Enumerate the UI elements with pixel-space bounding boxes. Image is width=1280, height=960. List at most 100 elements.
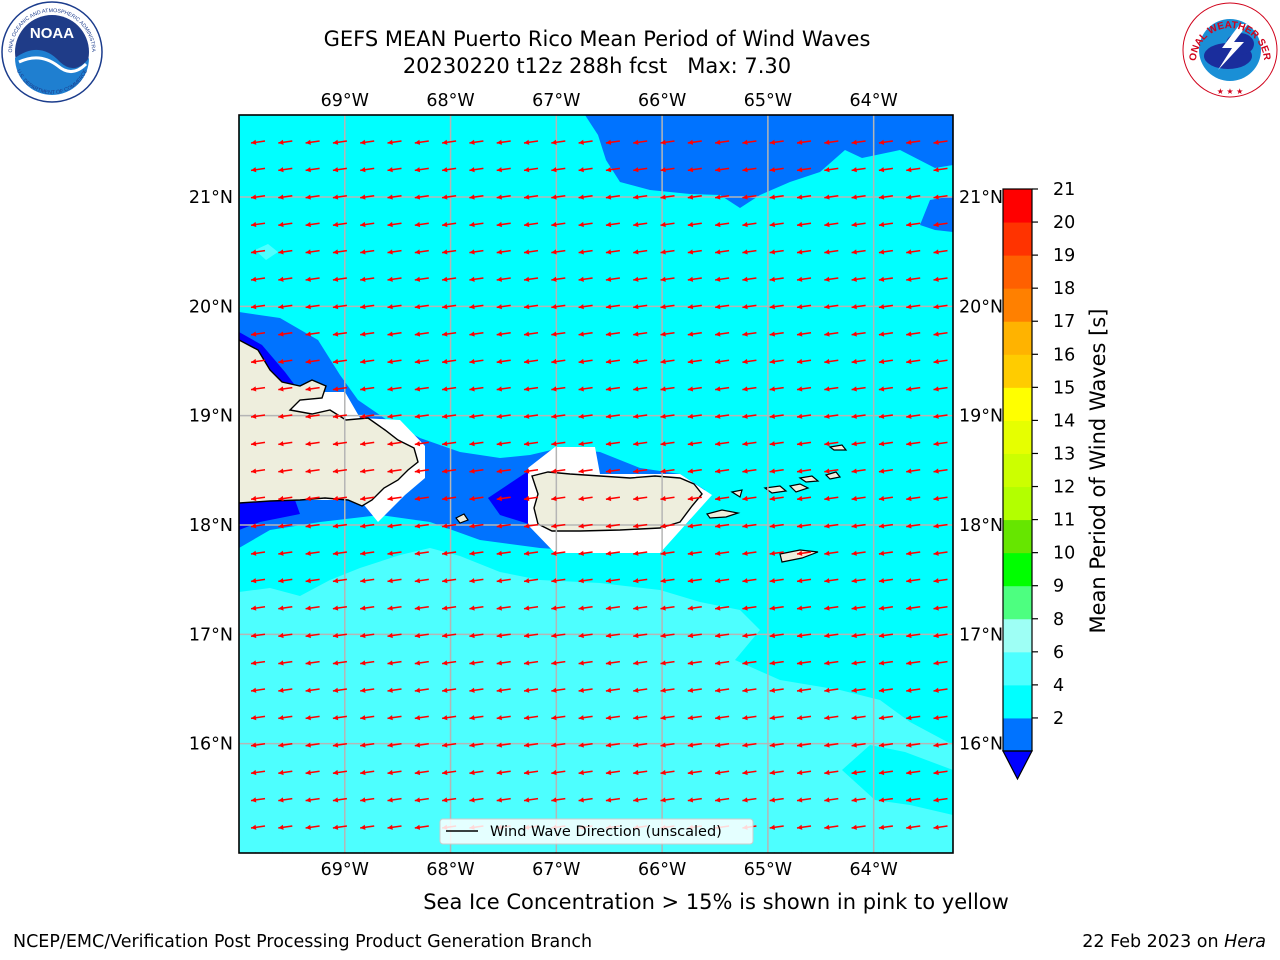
wave-direction-arrow bbox=[441, 413, 457, 419]
wave-direction-arrow bbox=[933, 276, 948, 282]
wave-direction-arrow bbox=[933, 331, 948, 337]
wave-direction-arrow bbox=[578, 769, 593, 776]
wave-direction-arrow bbox=[714, 605, 730, 611]
wave-direction-arrow bbox=[878, 605, 894, 611]
wave-direction-arrow bbox=[523, 358, 539, 365]
wave-direction-arrow bbox=[878, 742, 894, 748]
wave-direction-arrow bbox=[933, 578, 948, 584]
wave-direction-arrow bbox=[332, 413, 348, 419]
colorbar-tick-label: 15 bbox=[1053, 378, 1075, 398]
wave-direction-arrow bbox=[523, 221, 539, 228]
wave-direction-arrow bbox=[851, 495, 866, 502]
wave-direction-arrow bbox=[660, 331, 675, 337]
wave-direction-arrow bbox=[441, 578, 457, 584]
lat-label: 16°N bbox=[959, 735, 1003, 755]
wave-direction-arrow bbox=[332, 495, 348, 502]
wave-direction-arrow bbox=[387, 441, 402, 447]
wave-direction-arrow bbox=[523, 331, 539, 337]
wave-direction-arrow bbox=[605, 468, 621, 474]
wave-direction-arrow bbox=[496, 715, 511, 721]
wave-direction-arrow bbox=[714, 249, 730, 255]
period-6-8-nw-dot bbox=[255, 244, 278, 260]
wave-direction-arrow bbox=[769, 167, 784, 173]
wave-direction-arrow bbox=[906, 386, 921, 392]
wave-direction-arrow bbox=[796, 687, 812, 693]
wave-direction-arrow bbox=[469, 441, 484, 447]
wave-direction-arrow bbox=[387, 523, 402, 529]
wave-direction-arrow bbox=[742, 742, 757, 748]
wave-direction-arrow bbox=[714, 358, 730, 365]
colorbar-bin bbox=[1003, 585, 1032, 620]
wave-direction-arrow bbox=[523, 468, 539, 474]
wave-direction-arrow bbox=[687, 495, 702, 502]
colorbar-bin bbox=[1003, 321, 1032, 355]
wave-direction-arrow bbox=[633, 386, 648, 392]
colorbar-under-triangle bbox=[1002, 750, 1033, 781]
wave-direction-arrow bbox=[578, 742, 593, 748]
wave-direction-arrow bbox=[687, 194, 702, 200]
wave-direction-arrow bbox=[742, 331, 757, 337]
wave-direction-arrow bbox=[414, 276, 429, 282]
chart-title: GEFS MEAN Puerto Rico Mean Period of Win… bbox=[323, 27, 871, 51]
wave-direction-arrow bbox=[305, 769, 320, 776]
wave-direction-arrow bbox=[933, 358, 948, 365]
wave-direction-arrow bbox=[742, 276, 757, 282]
wave-direction-arrow bbox=[441, 221, 457, 228]
wave-direction-arrow bbox=[906, 824, 921, 830]
colorbar-tick-label: 21 bbox=[1053, 180, 1075, 200]
noaa-logo: NOAA NATIONAL OCEANIC AND ATMOSPHERIC AD… bbox=[0, 0, 103, 103]
wave-direction-arrow bbox=[305, 742, 320, 748]
lon-label: 65°W bbox=[744, 860, 792, 880]
wave-direction-arrow bbox=[578, 687, 593, 693]
colorbar-tick-label: 18 bbox=[1053, 279, 1075, 299]
wave-direction-arrow bbox=[387, 386, 402, 392]
wave-direction-arrow bbox=[796, 824, 812, 830]
wave-direction-arrow bbox=[360, 221, 375, 228]
wave-direction-arrow bbox=[332, 632, 348, 639]
wave-direction-arrow bbox=[496, 167, 511, 173]
wave-direction-arrow bbox=[878, 413, 894, 419]
wave-direction-arrow bbox=[796, 249, 812, 255]
wave-direction-arrow bbox=[796, 441, 812, 447]
wave-direction-arrow bbox=[250, 276, 266, 282]
colorbar-tick-label: 12 bbox=[1053, 478, 1075, 498]
wave-direction-arrow bbox=[605, 605, 621, 611]
wave-direction-arrow bbox=[305, 523, 320, 529]
wave-direction-arrow bbox=[578, 495, 593, 502]
wave-direction-arrow bbox=[496, 331, 511, 337]
wave-direction-arrow bbox=[551, 523, 566, 529]
wave-direction-arrow bbox=[305, 221, 320, 228]
wave-direction-arrow bbox=[250, 660, 266, 666]
wave-direction-arrow bbox=[605, 139, 621, 145]
wave-direction-arrow bbox=[360, 441, 375, 447]
wave-direction-arrow bbox=[414, 550, 429, 556]
wave-direction-arrow bbox=[387, 167, 402, 173]
wave-direction-arrow bbox=[769, 386, 784, 392]
wave-direction-arrow bbox=[278, 550, 293, 556]
wave-direction-arrow bbox=[742, 194, 757, 200]
lat-label: 21°N bbox=[959, 188, 1003, 208]
wave-direction-arrow bbox=[551, 139, 566, 145]
wave-direction-arrow bbox=[851, 468, 866, 474]
wave-direction-arrow bbox=[250, 632, 266, 639]
wave-direction-arrow bbox=[742, 578, 757, 584]
wave-direction-arrow bbox=[578, 715, 593, 721]
wave-direction-arrow bbox=[305, 824, 320, 830]
wave-direction-arrow bbox=[906, 742, 921, 748]
wave-direction-arrow bbox=[660, 523, 675, 529]
wave-direction-arrow bbox=[496, 632, 511, 639]
lat-label: 20°N bbox=[959, 297, 1003, 317]
wave-direction-arrow bbox=[332, 605, 348, 611]
wave-direction-arrow bbox=[796, 605, 812, 611]
wave-direction-arrow bbox=[796, 221, 812, 228]
colorbar-bin bbox=[1003, 453, 1032, 488]
lon-label: 68°W bbox=[426, 91, 474, 111]
wave-direction-arrow bbox=[469, 358, 484, 365]
wave-direction-arrow bbox=[687, 386, 702, 392]
wave-direction-arrow bbox=[387, 578, 402, 584]
wave-direction-arrow bbox=[878, 167, 894, 173]
wave-direction-arrow bbox=[796, 797, 812, 803]
wave-direction-arrow bbox=[250, 550, 266, 556]
wave-direction-arrow bbox=[605, 660, 621, 666]
